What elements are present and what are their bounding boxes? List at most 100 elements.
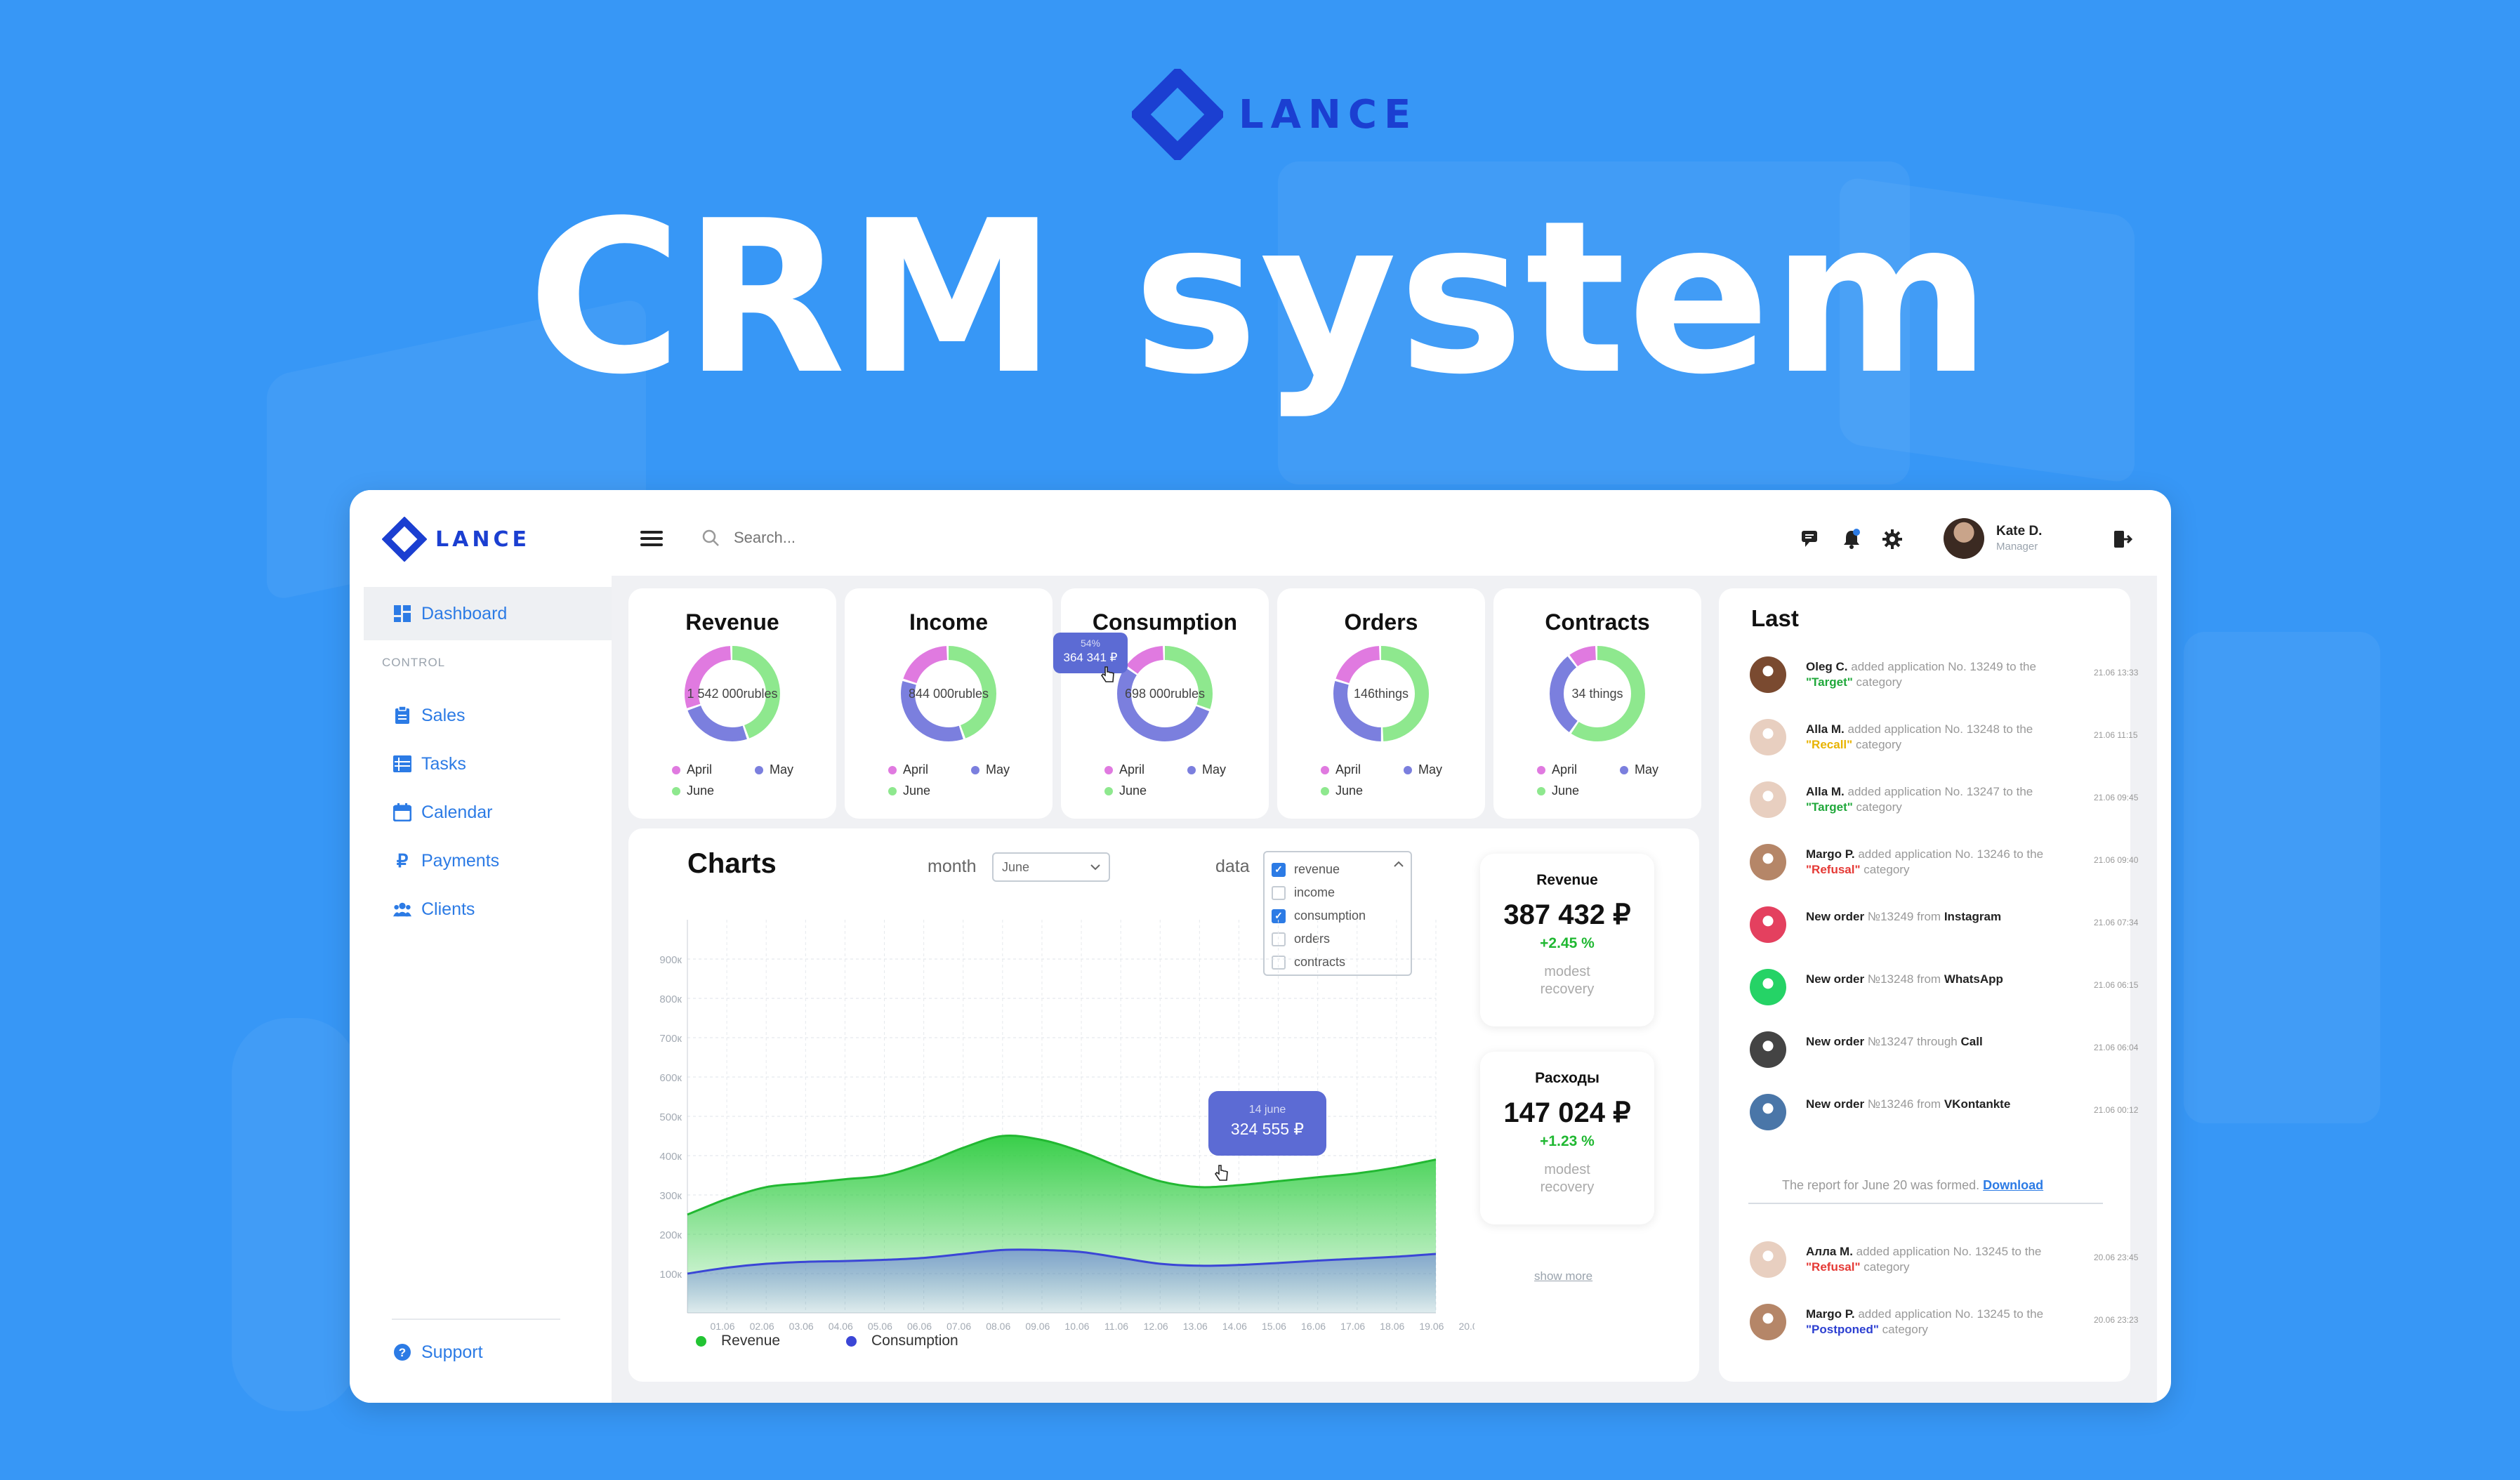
- activity-item[interactable]: Alla M. added application No. 13247 to t…: [1750, 779, 2138, 821]
- activity-time: 21.06 07:34: [2094, 918, 2139, 927]
- donut-segment-may: [901, 646, 996, 741]
- legend-label: April: [1335, 762, 1361, 777]
- activity-item[interactable]: Oleg C. added application No. 13249 to t…: [1750, 654, 2138, 696]
- search-input[interactable]: [734, 529, 1029, 547]
- activity-item[interactable]: Margo P. added application No. 13245 to …: [1750, 1301, 2138, 1343]
- app-logo[interactable]: LANCE: [382, 517, 530, 562]
- activity-actor: New order: [1806, 972, 1865, 986]
- data-option-consumption[interactable]: ✓ consumption: [1272, 904, 1404, 927]
- x-tick-label: 07.06: [946, 1321, 971, 1332]
- activity-item[interactable]: New order №13249 from Instagram 21.06 07:…: [1750, 904, 2138, 946]
- donut-center-line: 698 000: [1124, 687, 1171, 701]
- legend-dot: [888, 786, 897, 795]
- donut-segment-june: [1333, 646, 1429, 741]
- legend-dot: [696, 1335, 706, 1347]
- legend-revenue: Revenue: [696, 1333, 780, 1349]
- legend-label: April: [1119, 762, 1145, 777]
- donut-center-line: 844 000: [908, 687, 955, 701]
- sidebar-item-label: Dashboard: [421, 603, 508, 623]
- sidebar-item-dashboard[interactable]: Dashboard: [364, 587, 612, 640]
- activity-item[interactable]: New order №13247 through Call 21.06 06:04: [1750, 1029, 2138, 1071]
- activity-desc: added application No. 13246 to the: [1854, 847, 2044, 861]
- notification-bell-icon[interactable]: [1840, 528, 1863, 550]
- activity-text: Алла М. added application No. 13245 to t…: [1806, 1244, 2059, 1275]
- messages-icon[interactable]: [1800, 528, 1822, 550]
- donut-center-line: 34 things: [1571, 687, 1623, 701]
- activity-item[interactable]: Alla M. added application No. 13248 to t…: [1750, 716, 2138, 758]
- settings-gear-icon[interactable]: [1881, 528, 1904, 550]
- activity-category: "Recall": [1806, 738, 1853, 751]
- tooltip-date: 14 june: [1248, 1104, 1286, 1116]
- legend-label: April: [1552, 762, 1578, 777]
- activity-actor: Margo P.: [1806, 1307, 1855, 1321]
- kpi-delta: +1.23 %: [1540, 1133, 1595, 1149]
- x-tick-label: 06.06: [907, 1321, 932, 1332]
- activity-suffix: category: [1860, 863, 1910, 876]
- activity-suffix: category: [1860, 1260, 1910, 1274]
- background-decoration: [1278, 161, 1910, 484]
- legend-may: May: [755, 762, 793, 777]
- checkbox[interactable]: ✓: [1272, 862, 1286, 877]
- activity-desc: №13247 through: [1864, 1035, 1961, 1048]
- activity-item[interactable]: Алла М. added application No. 13245 to t…: [1750, 1238, 2138, 1281]
- data-dropdown[interactable]: ✓ revenue income ✓ consumption orders contract…: [1263, 851, 1412, 976]
- stat-card-consumption: Consumption 698 000 rubles April May June: [1061, 588, 1269, 819]
- activity-desc: added application No. 13245 to the: [1852, 1245, 2042, 1258]
- menu-icon[interactable]: [640, 531, 663, 546]
- month-select[interactable]: June: [992, 852, 1110, 882]
- legend-label: May: [1202, 762, 1227, 777]
- activity-desc: №13248 from: [1864, 972, 1944, 986]
- data-option-revenue[interactable]: ✓ revenue: [1272, 858, 1404, 881]
- legend-label: Revenue: [721, 1333, 781, 1349]
- legend-april: April: [1321, 762, 1361, 777]
- logout-icon[interactable]: [2111, 528, 2134, 550]
- legend-may: May: [1620, 762, 1658, 777]
- activity-time: 21.06 11:15: [2094, 730, 2138, 740]
- activity-category: "Refusal": [1806, 1260, 1861, 1274]
- x-tick-label: 09.06: [1025, 1321, 1050, 1332]
- stat-card-income: Income 844 000 rubles April May June: [845, 588, 1053, 819]
- y-tick-label: 800к: [659, 993, 682, 1005]
- legend-dot: [1537, 765, 1545, 774]
- x-tick-label: 14.06: [1222, 1321, 1247, 1332]
- legend-dot: [1104, 765, 1113, 774]
- sidebar-item-clients[interactable]: Clients: [364, 883, 612, 936]
- donut-chart: [1117, 646, 1213, 741]
- checkbox[interactable]: [1272, 885, 1286, 900]
- svg-text:?: ?: [399, 1346, 406, 1359]
- activity-item[interactable]: New order №13246 from VKontankte 21.06 00…: [1750, 1091, 2138, 1133]
- activity-text: New order №13247 through Call: [1806, 1034, 2059, 1050]
- support-link[interactable]: ? Support: [364, 1326, 612, 1379]
- activity-category: "Target": [1806, 800, 1853, 814]
- legend-dot: [755, 765, 763, 774]
- activity-item[interactable]: New order №13248 from WhatsApp 21.06 06:1…: [1750, 966, 2138, 1008]
- dashboard-icon: [393, 604, 411, 623]
- legend-dot: [1537, 786, 1545, 795]
- avatar: [1750, 781, 1786, 818]
- download-link[interactable]: Download: [1983, 1178, 2044, 1192]
- donut-chart: [901, 646, 996, 741]
- donut-segment-may: [1333, 646, 1429, 741]
- x-tick-label: 05.06: [868, 1321, 892, 1332]
- show-more-link[interactable]: show more: [1534, 1269, 1593, 1283]
- sidebar-item-calendar[interactable]: Calendar: [364, 786, 612, 839]
- user-name: Kate D.: [1996, 524, 2043, 539]
- data-option-income[interactable]: income: [1272, 881, 1404, 904]
- legend-dot: [1321, 765, 1329, 774]
- donut-center-line: 1 542 000: [687, 687, 744, 701]
- clipboard-icon: [393, 706, 411, 725]
- x-tick-label: 11.06: [1104, 1321, 1128, 1332]
- donut-segment-april: [685, 646, 780, 741]
- sidebar-item-tasks[interactable]: Tasks: [364, 737, 612, 791]
- sidebar: LANCE Dashboard CONTROL Sales Tasks Cal: [364, 490, 612, 1403]
- sidebar-item-label: Tasks: [421, 753, 466, 774]
- sidebar-item-sales[interactable]: Sales: [364, 689, 612, 742]
- sidebar-item-label: Clients: [421, 899, 475, 919]
- activity-time: 21.06 06:15: [2094, 980, 2139, 990]
- activity-text: New order №13249 from Instagram: [1806, 909, 2059, 925]
- chevron-up-icon[interactable]: [1394, 861, 1404, 868]
- activity-item[interactable]: Margo P. added application No. 13246 to …: [1750, 841, 2138, 883]
- sidebar-item-payments[interactable]: ₽ Payments: [364, 834, 612, 887]
- user-avatar[interactable]: [1944, 518, 1984, 559]
- activity-actor: Margo P.: [1806, 847, 1855, 861]
